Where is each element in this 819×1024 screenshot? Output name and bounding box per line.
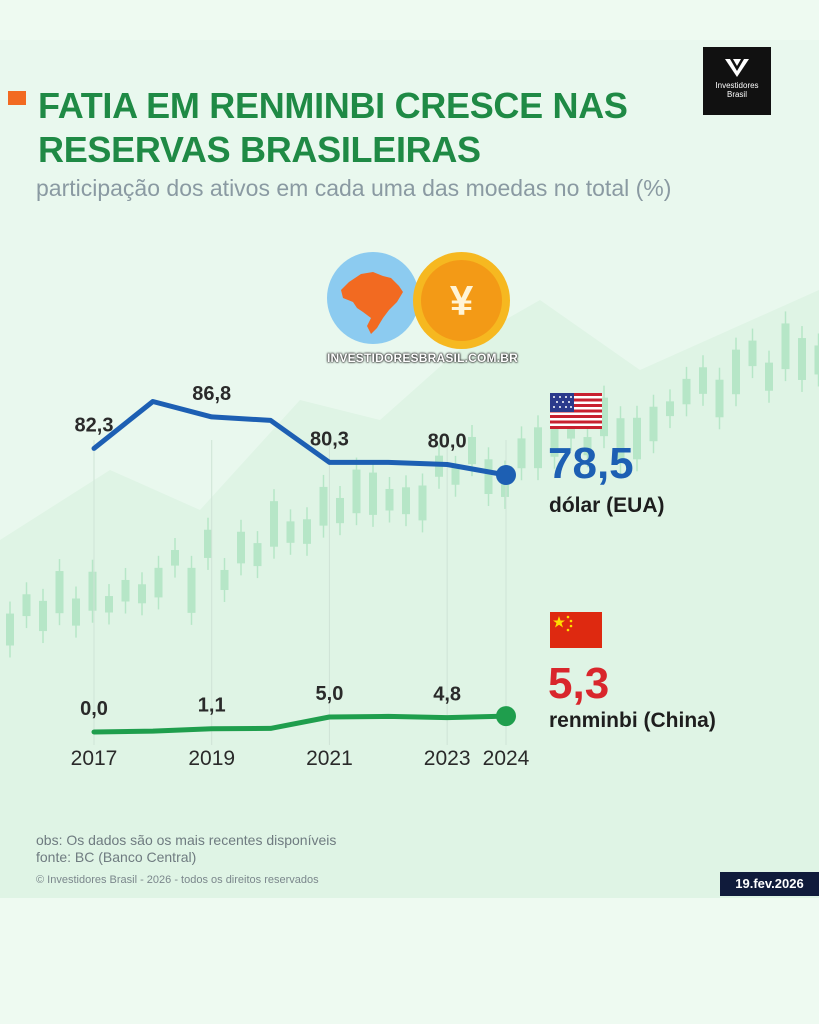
x-tick-label: 2021 bbox=[306, 747, 353, 770]
background-candle bbox=[187, 555, 196, 625]
background-area bbox=[0, 290, 819, 898]
background-candle bbox=[765, 350, 773, 403]
date-badge: 19.fev.2026 bbox=[720, 872, 819, 896]
background-candle bbox=[781, 311, 790, 382]
background-candle bbox=[369, 460, 377, 527]
investidores-brasil-logo: Investidores Brasil bbox=[703, 47, 771, 115]
background-candle bbox=[583, 425, 592, 468]
background-candle bbox=[319, 474, 328, 538]
background-candle bbox=[732, 337, 740, 407]
background-candle bbox=[88, 559, 97, 623]
title-accent-square bbox=[8, 91, 26, 105]
background-candle bbox=[105, 584, 113, 625]
data-label: 0,0 bbox=[80, 698, 108, 720]
page-title: FATIA EM RENMINBI CRESCE NAS RESERVAS BR… bbox=[38, 84, 628, 172]
background-candle bbox=[666, 389, 674, 429]
china-flag-icon bbox=[550, 612, 602, 648]
footer-source: fonte: BC (Banco Central) bbox=[36, 849, 197, 865]
background-candle bbox=[385, 476, 394, 523]
background-candle bbox=[402, 475, 410, 527]
background-candle bbox=[798, 326, 806, 392]
background-candle bbox=[517, 426, 526, 481]
infographic-card: Investidores Brasil FATIA EM RENMINBI CR… bbox=[0, 40, 819, 898]
background-candle bbox=[72, 586, 80, 638]
background-candle bbox=[270, 489, 278, 559]
data-label: 80,0 bbox=[428, 431, 467, 453]
data-label: 1,1 bbox=[198, 695, 226, 717]
data-label: 86,8 bbox=[192, 383, 231, 405]
background-candle bbox=[418, 473, 427, 533]
x-tick-label: 2017 bbox=[71, 747, 118, 770]
logo-text-line1: Investidores bbox=[715, 81, 759, 90]
logo-emblem-icon bbox=[725, 59, 749, 77]
reserves-line-chart: 82,3 86,8 80,3 80,0 0,0 1,1 5,0 4,8 2017 2019 2021… bbox=[71, 383, 530, 770]
footer-obs: obs: Os dados são os mais recentes dispo… bbox=[36, 832, 337, 848]
background-candle bbox=[600, 385, 608, 449]
website-url: INVESTIDORESBRASIL.COM.BR bbox=[327, 351, 519, 365]
data-label: 82,3 bbox=[75, 414, 114, 436]
background-candle bbox=[715, 367, 724, 430]
background-candle bbox=[748, 328, 757, 379]
background-candle bbox=[154, 555, 163, 610]
usa-flag-icon bbox=[550, 393, 602, 429]
chart-subtitle: participação dos ativos em cada uma das … bbox=[36, 175, 672, 201]
background-candle bbox=[286, 509, 295, 555]
background-candle bbox=[649, 394, 658, 454]
data-label: 80,3 bbox=[310, 428, 349, 450]
background-candle bbox=[6, 601, 14, 658]
background-candle bbox=[699, 355, 707, 406]
background-candlesticks bbox=[0, 290, 819, 898]
background-candle bbox=[336, 485, 344, 536]
data-label: 5,0 bbox=[316, 683, 344, 705]
logo-text-line2: Brasil bbox=[726, 90, 747, 99]
background-candle bbox=[633, 405, 641, 472]
background-candle bbox=[39, 588, 47, 644]
usd-latest-value: 78,5 bbox=[548, 439, 634, 488]
background-candle bbox=[253, 531, 262, 579]
usd-series-name: dólar (EUA) bbox=[549, 494, 665, 517]
background-candle bbox=[121, 567, 130, 614]
background-candle bbox=[484, 447, 493, 506]
cny-latest-value: 5,3 bbox=[548, 659, 610, 708]
background-candle bbox=[682, 366, 691, 417]
background-candle bbox=[220, 557, 229, 603]
x-tick-label: 2024 bbox=[483, 747, 530, 770]
data-label: 4,8 bbox=[433, 684, 461, 706]
title-line-1: FATIA EM RENMINBI CRESCE NAS bbox=[38, 85, 628, 126]
background-candle bbox=[22, 582, 31, 629]
background-candle bbox=[352, 457, 361, 526]
background-candle bbox=[171, 538, 179, 578]
cny-series-name: renminbi (China) bbox=[549, 709, 716, 732]
background-candle bbox=[303, 507, 311, 556]
x-tick-label: 2019 bbox=[188, 747, 235, 770]
background-candle bbox=[138, 572, 146, 616]
series-end-point-cny bbox=[496, 706, 516, 727]
background-candle bbox=[237, 519, 245, 576]
series-line-usd bbox=[91, 399, 509, 478]
x-tick-label: 2023 bbox=[424, 747, 471, 770]
footer-copyright: © Investidores Brasil - 2026 - todos os … bbox=[36, 874, 319, 886]
brazil-map-coin-icon bbox=[327, 252, 419, 344]
yen-symbol: ¥ bbox=[421, 260, 502, 341]
background-candle bbox=[534, 415, 542, 481]
yen-coin-icon: ¥ bbox=[413, 252, 510, 349]
background-candle bbox=[616, 406, 625, 476]
title-line-2: RESERVAS BRASILEIRAS bbox=[38, 129, 481, 170]
background-candle bbox=[204, 517, 212, 570]
series-line-cny bbox=[91, 713, 509, 735]
background-candle bbox=[55, 559, 64, 626]
series-end-point-usd bbox=[496, 465, 516, 485]
background-candle bbox=[451, 455, 460, 497]
